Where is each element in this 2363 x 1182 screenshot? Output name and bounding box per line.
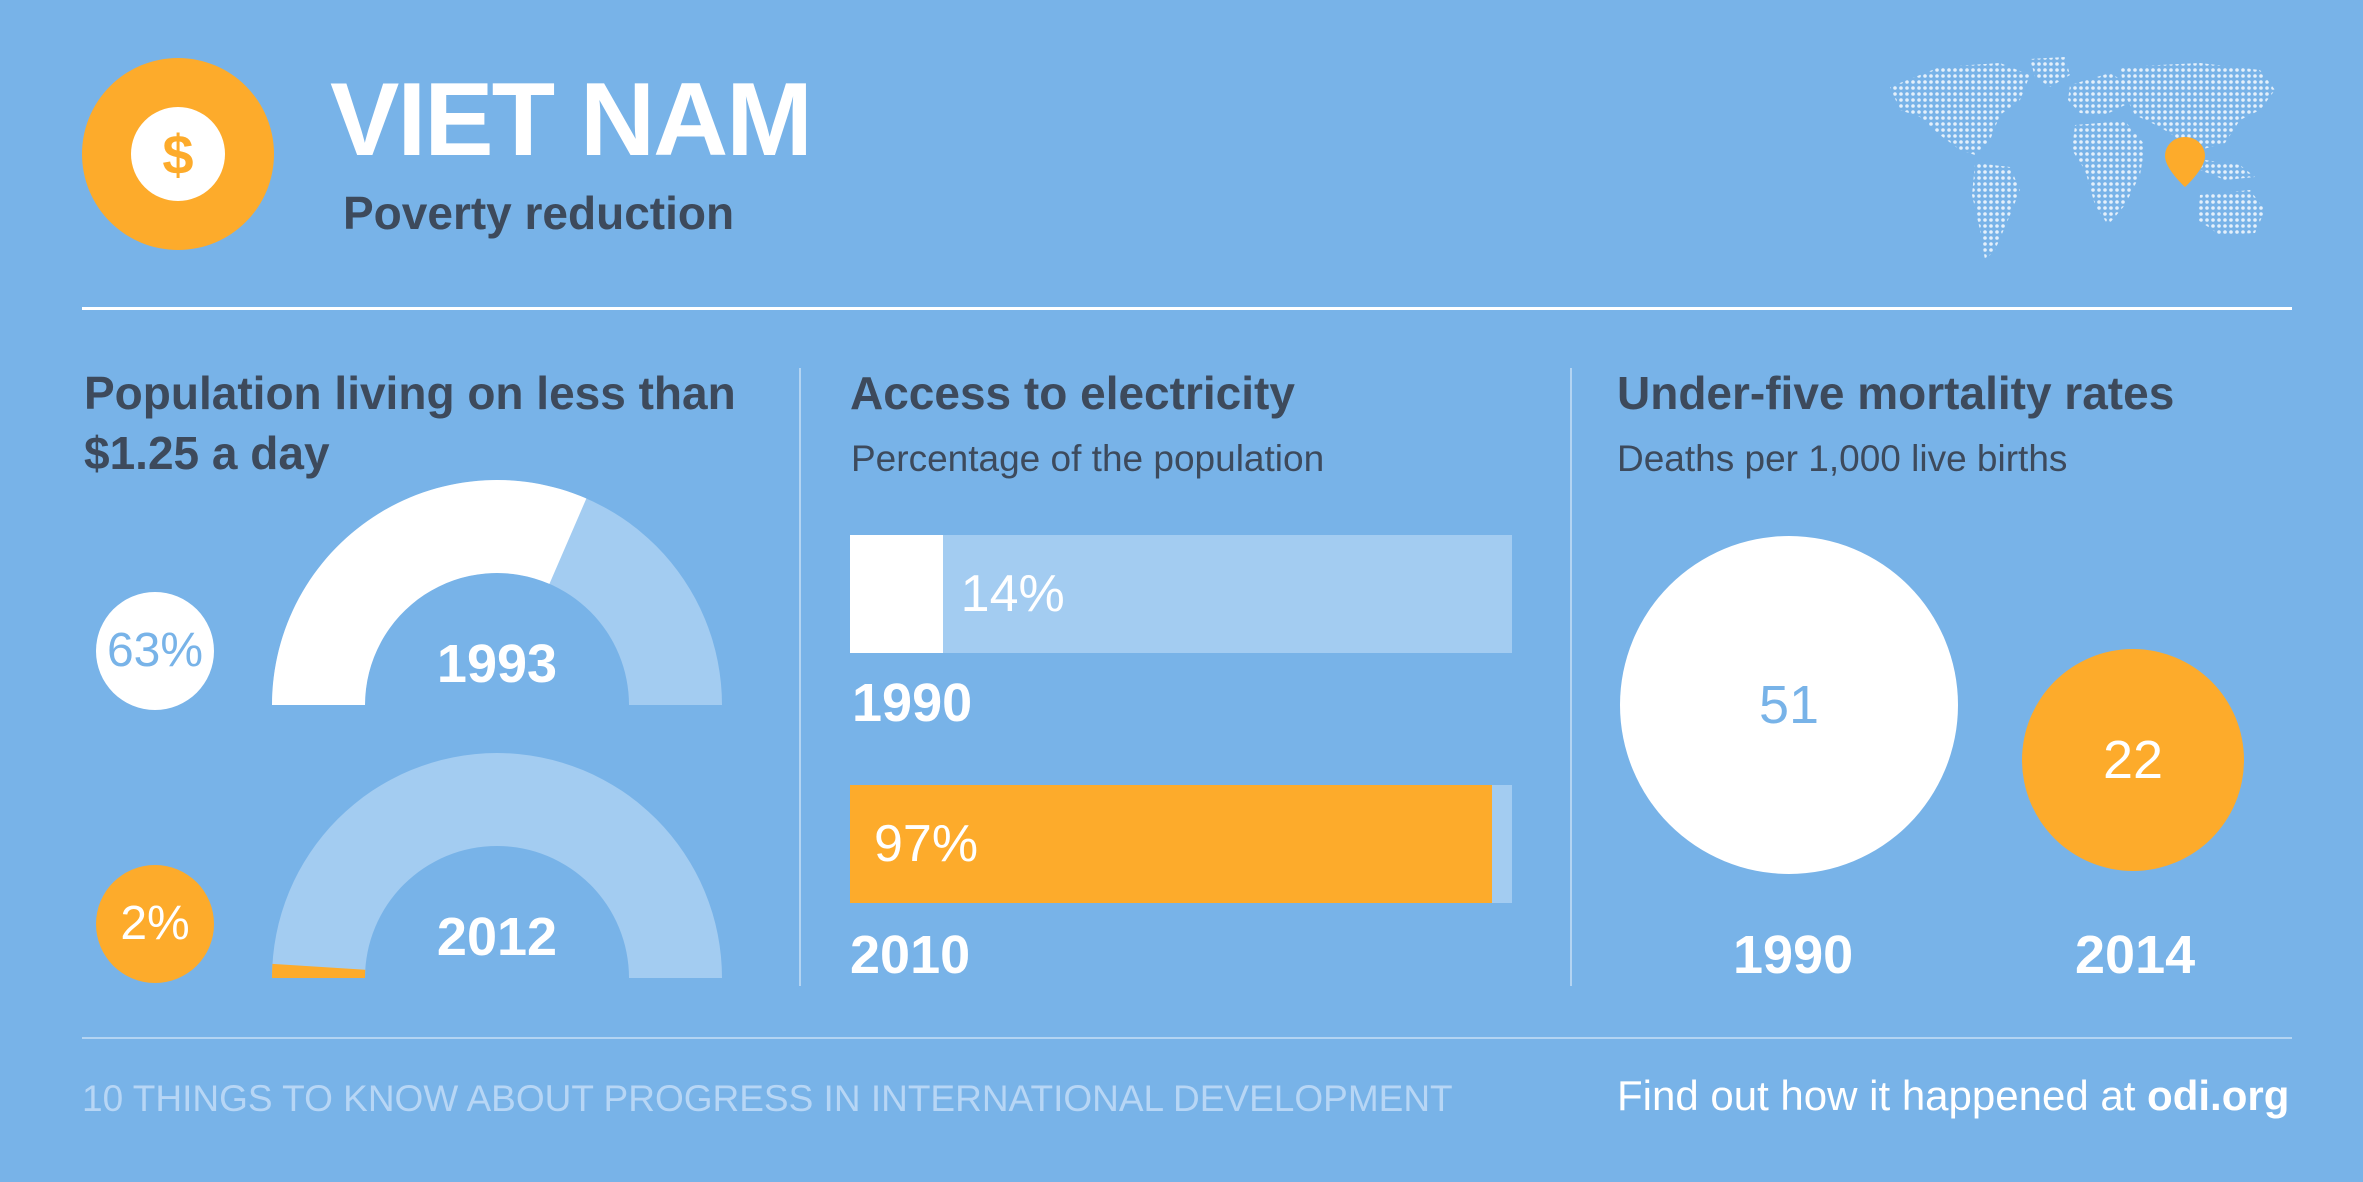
electricity-bar-fill-1990 — [850, 535, 943, 653]
poverty-gauge-chart: 1993 2012 — [272, 479, 722, 978]
gauge-year-2012: 2012 — [437, 907, 557, 967]
electricity-subtitle: Percentage of the population — [851, 438, 1325, 479]
poverty-title-line1: Population living on less than — [84, 367, 736, 419]
footer-divider — [82, 1037, 2292, 1039]
page-title: VIET NAM — [330, 62, 813, 178]
electricity-year-2010: 2010 — [850, 925, 971, 985]
location-pin-icon — [2165, 137, 2205, 187]
mortality-bubble-1990: 51 — [1620, 536, 1958, 874]
column-divider — [799, 368, 801, 986]
dollar-logo-icon: $ — [82, 58, 274, 250]
electricity-bar-label-1990: 14% — [960, 565, 1065, 623]
poverty-1993-value: 63% — [96, 592, 214, 710]
gauge-track-2012 — [272, 753, 722, 978]
mortality-year-1990: 1990 — [1733, 925, 1854, 985]
electricity-year-1990: 1990 — [852, 673, 973, 733]
dollar-symbol: $ — [131, 107, 225, 201]
poverty-2012-value: 2% — [96, 865, 214, 983]
world-map-icon — [1890, 57, 2275, 260]
footer-cta: Find out how it happened at odi.org — [1617, 1075, 2289, 1117]
column-divider — [1570, 368, 1572, 986]
header-divider — [82, 307, 2292, 310]
electricity-bar-2010: 97% — [850, 785, 1512, 903]
poverty-title-line2: $1.25 a day — [84, 427, 330, 479]
mortality-bubble-2014: 22 — [2022, 649, 2244, 871]
electricity-bar-label-2010: 97% — [874, 815, 979, 873]
mortality-title: Under-five mortality rates — [1617, 367, 2175, 419]
mortality-subtitle: Deaths per 1,000 live births — [1617, 438, 2068, 479]
gauge-fill-1993 — [272, 479, 587, 705]
footer-odi-link[interactable]: odi.org — [2147, 1072, 2290, 1119]
electricity-bar-fill-2010 — [850, 785, 1493, 903]
mortality-year-2014: 2014 — [2075, 925, 2196, 985]
footer-cta-text: Find out how it happened at — [1617, 1072, 2148, 1119]
footer-series-title: 10 THINGS TO KNOW ABOUT PROGRESS IN INTE… — [82, 1078, 1453, 1119]
electricity-title: Access to electricity — [850, 367, 1295, 419]
page-subtitle: Poverty reduction — [343, 187, 735, 239]
electricity-bar-1990: 14% — [850, 535, 1512, 653]
gauge-fill-2012 — [272, 963, 366, 978]
gauge-year-1993: 1993 — [437, 634, 557, 694]
